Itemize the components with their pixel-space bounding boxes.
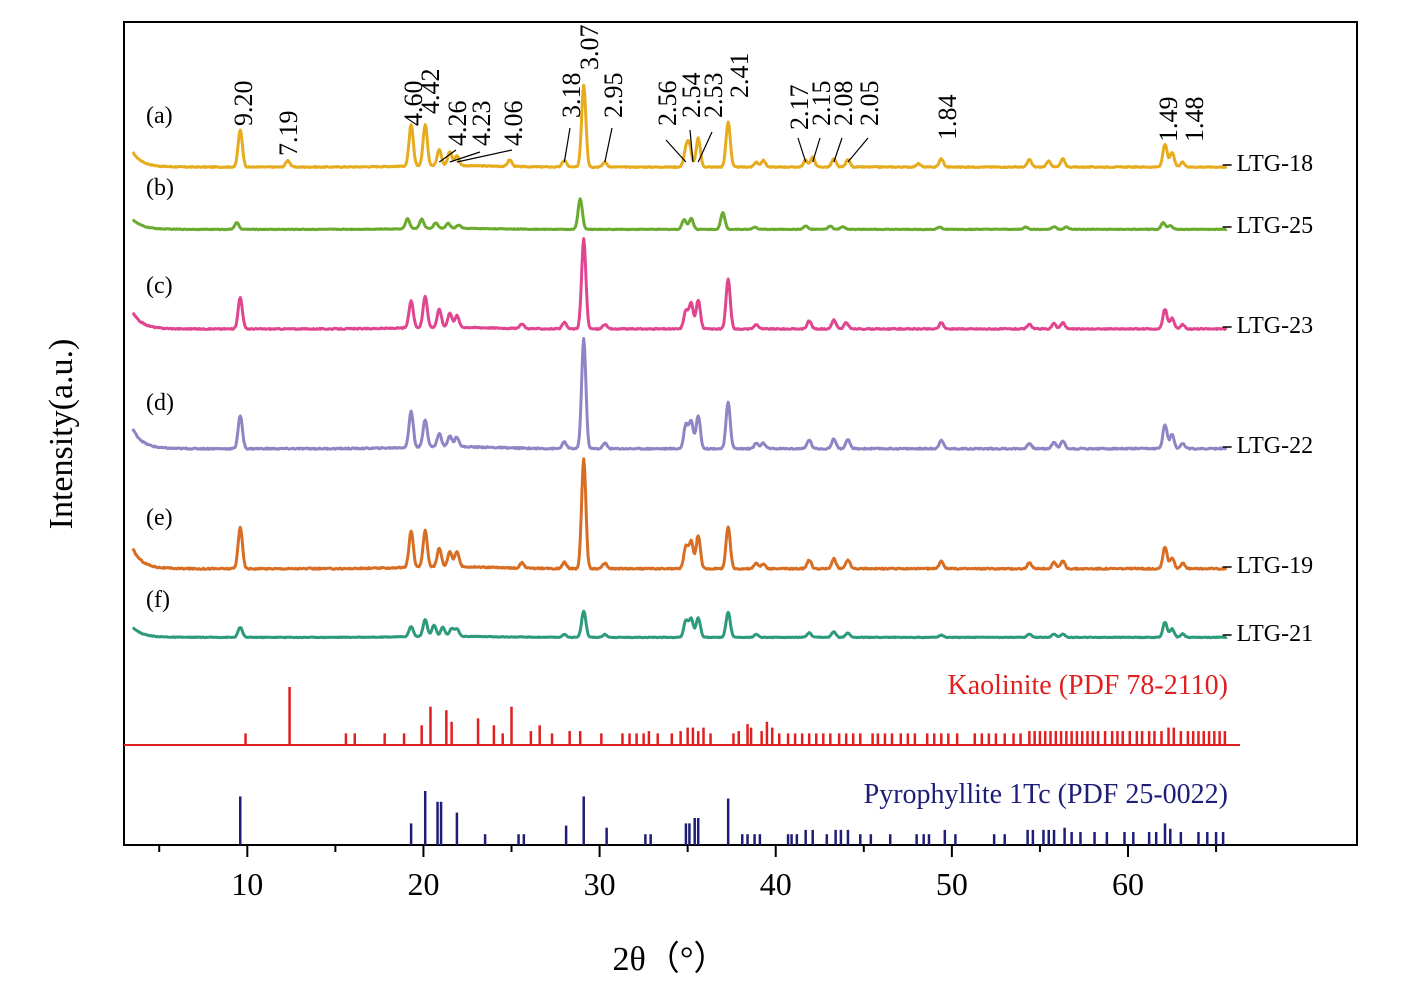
peak-leader-line bbox=[456, 149, 513, 163]
peak-label: 2.17 bbox=[785, 85, 814, 131]
peak-leader-line bbox=[438, 149, 457, 163]
plot-frame bbox=[123, 21, 1358, 846]
legend-label-ltg-21: LTG-21 bbox=[1237, 621, 1313, 647]
peak-annotations: 9.20 7.19 4.604.424.264.23 4.06 3.183.072.95… bbox=[229, 25, 1209, 163]
peak-label: 2.95 bbox=[599, 73, 628, 119]
legend-label-ltg-22: LTG-22 bbox=[1237, 433, 1313, 459]
legend-label-ltg-23: LTG-23 bbox=[1237, 313, 1313, 339]
peak-label: 4.42 bbox=[416, 69, 445, 115]
peak-label: 3.18 bbox=[557, 73, 586, 119]
legend-label-ltg-18: LTG-18 bbox=[1237, 151, 1313, 177]
panel-label: (f) bbox=[146, 587, 170, 613]
y-axis-label: Intensity(a.u.) bbox=[43, 339, 80, 530]
series-line-ltg-19 bbox=[131, 457, 1228, 571]
panel-label: (c) bbox=[146, 273, 173, 299]
legend-label-ltg-19: LTG-19 bbox=[1237, 553, 1313, 579]
peak-leader-line bbox=[812, 137, 821, 163]
peak-leader-line bbox=[449, 151, 481, 163]
x-tick-label: 60 bbox=[1112, 866, 1144, 902]
x-tick-label: 20 bbox=[407, 866, 439, 902]
peak-label: 4.06 bbox=[499, 101, 528, 147]
peak-label: 2.41 bbox=[725, 53, 754, 99]
peak-label: 2.56 bbox=[653, 81, 682, 127]
peak-label: 2.54 bbox=[677, 73, 706, 119]
peak-label: 9.20 bbox=[229, 81, 258, 127]
series-line-ltg-18 bbox=[131, 83, 1228, 169]
peak-leader-line bbox=[847, 137, 869, 163]
peak-leader-line bbox=[797, 137, 807, 163]
reference-label: Pyrophyllite 1Tc (PDF 25-0022) bbox=[864, 779, 1228, 810]
x-axis-label: 2θ（°） bbox=[613, 940, 728, 978]
panel-label: (e) bbox=[146, 505, 173, 531]
peak-label: 7.19 bbox=[274, 111, 303, 157]
panel-label: (b) bbox=[146, 175, 174, 201]
series-line-ltg-23 bbox=[131, 237, 1228, 331]
peak-label: 2.53 bbox=[699, 73, 728, 119]
x-tick-label: 30 bbox=[584, 866, 616, 902]
peak-leader-line bbox=[665, 139, 687, 163]
x-axis-ticks: 10 20 30 40 50 60 bbox=[158, 845, 1218, 902]
peak-label: 2.08 bbox=[829, 81, 858, 127]
x-tick-label: 40 bbox=[760, 866, 792, 902]
peak-label: 2.15 bbox=[807, 81, 836, 127]
peak-label: 4.26 bbox=[443, 101, 472, 147]
peak-label: 2.05 bbox=[855, 81, 884, 127]
peak-leader-line bbox=[604, 127, 613, 163]
peak-label: 1.48 bbox=[1180, 97, 1209, 143]
peak-label: 4.23 bbox=[467, 101, 496, 147]
peak-leader-line bbox=[689, 129, 694, 163]
peak-label: 3.07 bbox=[575, 25, 604, 71]
peak-leader-line bbox=[833, 137, 843, 163]
peak-label: 1.49 bbox=[1154, 97, 1183, 143]
peak-label: 4.60 bbox=[399, 81, 428, 127]
diffraction-patterns: LTG-18 (a) LTG-25 (b) LTG-23 (c) LTG-22 (d) LTG-… bbox=[131, 83, 1313, 647]
series-line-ltg-25 bbox=[131, 197, 1228, 232]
peak-leader-line bbox=[563, 127, 571, 163]
series-line-ltg-22 bbox=[131, 337, 1228, 451]
series-line-ltg-21 bbox=[131, 609, 1228, 640]
reference-label: Kaolinite (PDF 78-2110) bbox=[948, 670, 1229, 701]
legend-label-ltg-25: LTG-25 bbox=[1237, 213, 1313, 239]
x-tick-label: 10 bbox=[231, 866, 263, 902]
peak-leader-line bbox=[697, 131, 713, 163]
panel-label: (d) bbox=[146, 390, 174, 416]
panel-label: (a) bbox=[146, 103, 173, 129]
peak-label: 1.84 bbox=[933, 95, 962, 141]
x-tick-label: 50 bbox=[936, 866, 968, 902]
reference-patterns: Kaolinite (PDF 78-2110) Pyrophyllite 1Tc … bbox=[124, 670, 1240, 845]
